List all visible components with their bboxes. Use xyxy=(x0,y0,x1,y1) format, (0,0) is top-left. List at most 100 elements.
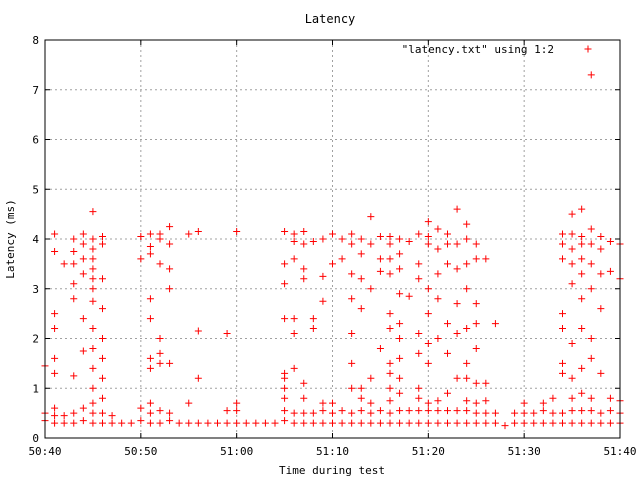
legend-label: "latency.txt" using 1:2 xyxy=(402,43,554,56)
data-point xyxy=(559,419,566,427)
data-point xyxy=(444,240,451,248)
data-point xyxy=(453,419,461,427)
data-point xyxy=(300,379,308,387)
data-point xyxy=(434,270,442,278)
data-point xyxy=(376,419,384,427)
data-point xyxy=(587,335,595,342)
data-point xyxy=(578,233,586,241)
plot-border xyxy=(44,39,621,439)
data-point xyxy=(319,407,327,415)
data-point xyxy=(242,419,250,427)
x-tick-label: 50:40 xyxy=(28,445,61,458)
data-point xyxy=(597,233,605,241)
data-point xyxy=(405,419,413,427)
data-point xyxy=(578,270,586,278)
data-point xyxy=(520,409,528,417)
data-point xyxy=(578,240,586,248)
data-point xyxy=(482,409,490,417)
data-point xyxy=(223,419,231,427)
data-point xyxy=(300,240,308,248)
data-point xyxy=(79,315,87,323)
data-point xyxy=(424,399,432,407)
data-point xyxy=(89,245,97,253)
data-point xyxy=(156,349,164,357)
data-point xyxy=(472,240,480,248)
data-point xyxy=(281,228,289,236)
data-point xyxy=(559,409,566,417)
data-point xyxy=(453,374,461,382)
data-point xyxy=(491,409,499,417)
data-point xyxy=(70,280,78,288)
data-point xyxy=(415,419,423,427)
data-point xyxy=(511,419,519,427)
data-point xyxy=(70,409,78,417)
data-point xyxy=(559,325,566,333)
data-point xyxy=(89,384,97,392)
data-point xyxy=(578,389,586,397)
data-point xyxy=(146,409,154,417)
data-point xyxy=(281,280,289,288)
data-point xyxy=(606,394,614,402)
data-point xyxy=(108,419,116,427)
data-point xyxy=(348,419,356,427)
data-point xyxy=(89,297,97,305)
data-point xyxy=(539,419,547,427)
data-point xyxy=(89,399,97,407)
data-point xyxy=(51,325,59,333)
data-point xyxy=(166,417,174,425)
data-point xyxy=(309,315,317,323)
data-point xyxy=(396,354,404,362)
data-point xyxy=(146,315,154,323)
data-point xyxy=(376,255,384,263)
data-point xyxy=(99,240,106,248)
data-point xyxy=(587,260,595,268)
data-point xyxy=(463,235,471,243)
data-point xyxy=(482,379,490,387)
data-point xyxy=(99,419,106,427)
data-point xyxy=(376,344,384,352)
data-point xyxy=(300,275,308,283)
data-point xyxy=(281,407,289,415)
x-tick-label: 51:00 xyxy=(220,445,253,458)
data-point xyxy=(415,349,423,357)
y-tick-label: 4 xyxy=(32,233,39,246)
data-point xyxy=(597,409,605,417)
data-point xyxy=(386,384,394,392)
data-point xyxy=(348,270,356,278)
data-point xyxy=(386,369,394,377)
data-point xyxy=(89,364,97,372)
data-point xyxy=(568,280,576,288)
data-point xyxy=(386,419,394,427)
data-point xyxy=(453,240,461,248)
data-point xyxy=(60,260,68,268)
data-point xyxy=(463,220,471,228)
data-point xyxy=(60,412,68,420)
data-point xyxy=(415,407,423,415)
data-point xyxy=(99,409,106,417)
data-point xyxy=(329,419,336,427)
data-point xyxy=(99,374,106,382)
data-point xyxy=(290,230,298,238)
data-point xyxy=(233,407,241,415)
data-point xyxy=(214,419,221,427)
data-point xyxy=(472,419,480,427)
data-point xyxy=(156,359,164,367)
data-point xyxy=(444,419,451,427)
data-point xyxy=(194,419,202,427)
data-point xyxy=(376,233,384,241)
data-point xyxy=(396,320,404,328)
data-point xyxy=(424,359,432,367)
y-tick-label: 6 xyxy=(32,134,39,147)
data-point xyxy=(99,275,106,283)
data-point xyxy=(434,419,442,427)
legend: "latency.txt" using 1:2 xyxy=(402,43,592,56)
data-point xyxy=(597,245,605,253)
data-point xyxy=(424,339,432,347)
data-point xyxy=(271,419,279,427)
data-point xyxy=(89,235,97,243)
y-axis-label: Latency (ms) xyxy=(4,199,17,278)
data-point xyxy=(309,409,317,417)
data-point xyxy=(367,409,375,417)
data-point xyxy=(367,399,375,407)
